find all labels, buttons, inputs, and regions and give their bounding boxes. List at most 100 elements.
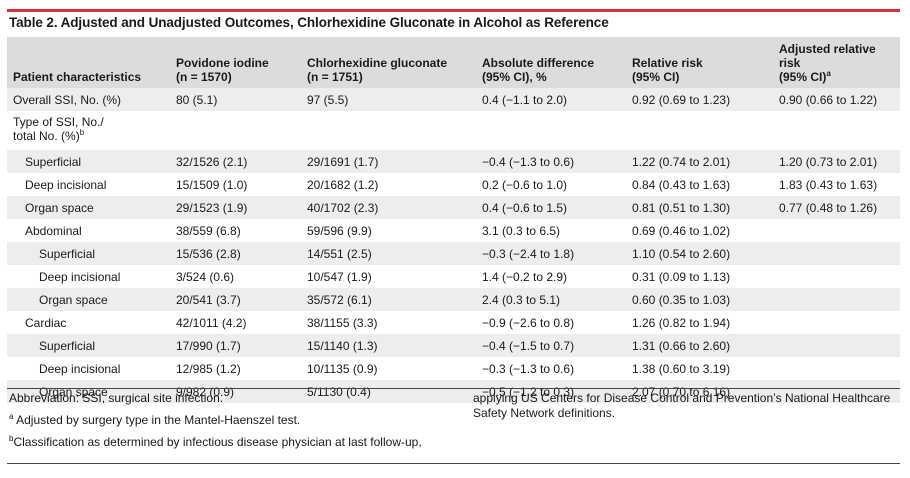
row-label: Overall SSI, No. (%)	[7, 88, 170, 111]
row-label: Organ space	[7, 288, 170, 311]
table-row: Superficial 17/990 (1.7) 15/1140 (1.3) −0.4…	[7, 334, 900, 357]
table-bottom-rule	[7, 388, 900, 389]
cell-absdiff: −0.4 (−1.5 to 0.7)	[482, 338, 575, 353]
row-label-text-line2: total No. (%)	[13, 129, 80, 143]
row-label: Superficial	[7, 334, 170, 357]
table-row: Deep incisional 3/524 (0.6) 10/547 (1.9) 1.…	[7, 265, 900, 288]
cell-arr: 1.83 (0.43 to 1.63)	[779, 177, 878, 192]
cell-arr	[773, 219, 900, 242]
cell-chlorhexidine: 97 (5.5)	[307, 92, 349, 107]
footnote-a-marker: a	[9, 412, 14, 421]
row-label-text: Deep incisional	[25, 177, 107, 192]
cell-povidone: 17/990 (1.7)	[176, 338, 241, 353]
column-header-line2: (95% CI)	[632, 70, 680, 84]
cell-rr: 1.38 (0.60 to 3.19)	[632, 361, 731, 376]
column-header-line1: Relative risk	[632, 56, 703, 70]
cell-absdiff: 0.4 (−1.1 to 2.0)	[482, 92, 568, 107]
cell-rr: 0.92 (0.69 to 1.23)	[632, 92, 731, 107]
column-header-line2: (95% CI), %	[482, 70, 547, 84]
table-row: Cardiac 42/1011 (4.2) 38/1155 (3.3) −0.9 (−…	[7, 311, 900, 334]
cell-povidone: 38/559 (6.8)	[176, 223, 241, 238]
cell-absdiff: 1.4 (−0.2 to 2.9)	[482, 269, 568, 284]
table-row: Type of SSI, No./total No. (%)b	[7, 111, 900, 150]
cell-arr	[773, 111, 900, 150]
cell-arr	[773, 311, 900, 334]
cell-absdiff: 0.2 (−0.6 to 1.0)	[482, 177, 568, 192]
cell-povidone: 15/536 (2.8)	[176, 246, 241, 261]
footnote-a: a Adjusted by surgery type in the Mantel…	[9, 413, 300, 428]
row-label: Organ space	[7, 196, 170, 219]
column-header: Absolute difference (95% CI), %	[476, 37, 626, 88]
cell-chlorhexidine: 35/572 (6.1)	[307, 292, 372, 307]
row-label: Type of SSI, No./total No. (%)b	[7, 111, 170, 150]
footnote-a-text: Adjusted by surgery type in the Mantel-H…	[16, 413, 301, 427]
table-header: Patient characteristics Povidone iodine (n…	[7, 37, 900, 88]
cell-absdiff: 0.4 (−0.6 to 1.5)	[482, 200, 568, 215]
cell-chlorhexidine: 29/1691 (1.7)	[307, 154, 379, 169]
cell-rr: 0.31 (0.09 to 1.13)	[632, 269, 731, 284]
cell-arr: 0.77 (0.48 to 1.26)	[779, 200, 878, 215]
cell-absdiff: −0.9 (−2.6 to 0.8)	[482, 315, 575, 330]
cell-arr	[773, 334, 900, 357]
footnote-bottom-rule	[7, 463, 900, 464]
row-label-text: Superficial	[25, 154, 82, 169]
cell-absdiff: −0.3 (−1.3 to 0.6)	[482, 361, 575, 376]
footnote-b-continued-line1: applying US Centers for Disease Control …	[473, 391, 891, 405]
cell-arr	[773, 357, 900, 380]
footnote-b-continued-line2: Safety Network definitions.	[473, 406, 616, 420]
row-label: Deep incisional	[7, 173, 170, 196]
cell-povidone: 32/1526 (2.1)	[176, 154, 248, 169]
cell-arr: 1.20 (0.73 to 2.01)	[779, 154, 878, 169]
cell-rr: 1.22 (0.74 to 2.01)	[632, 154, 731, 169]
cell-povidone: 3/524 (0.6)	[176, 269, 235, 284]
row-label-text: Deep incisional	[39, 361, 121, 376]
table-row: Overall SSI, No. (%) 80 (5.1) 97 (5.5) 0.4 …	[7, 88, 900, 111]
cell-rr	[626, 111, 773, 150]
row-label-text: Overall SSI, No. (%)	[13, 92, 122, 107]
cell-chlorhexidine	[301, 111, 476, 150]
footnote-b: bClassification as determined by infecti…	[9, 435, 422, 450]
cell-chlorhexidine: 40/1702 (2.3)	[307, 200, 379, 215]
footnote-b-marker: b	[9, 434, 14, 443]
cell-rr: 1.31 (0.66 to 2.60)	[632, 338, 731, 353]
cell-povidone: 29/1523 (1.9)	[176, 200, 248, 215]
cell-absdiff: −0.3 (−2.4 to 1.8)	[482, 246, 575, 261]
cell-absdiff	[476, 111, 626, 150]
cell-arr	[773, 288, 900, 311]
column-header-line1: Povidone iodine	[176, 56, 269, 70]
column-header: Relative risk (95% CI)	[626, 37, 773, 88]
column-header: Adjusted relative risk (95% CI)a	[773, 37, 900, 88]
cell-rr: 1.26 (0.82 to 1.94)	[632, 315, 731, 330]
row-label: Abdominal	[7, 219, 170, 242]
cell-povidone: 80 (5.1)	[176, 92, 218, 107]
cell-chlorhexidine: 20/1682 (1.2)	[307, 177, 379, 192]
row-label: Superficial	[7, 242, 170, 265]
column-header-line1: Adjusted relative risk	[779, 42, 876, 70]
table-row: Organ space 20/541 (3.7) 35/572 (6.1) 2.4 (…	[7, 288, 900, 311]
row-label-text: Organ space	[25, 200, 94, 215]
row-label-text: Abdominal	[25, 223, 82, 238]
cell-arr	[773, 265, 900, 288]
column-header-line2: (95% CI)	[779, 70, 827, 84]
cell-chlorhexidine: 38/1155 (3.3)	[307, 315, 378, 330]
table-row: Organ space 29/1523 (1.9) 40/1702 (2.3) 0.4…	[7, 196, 900, 219]
row-label-text: Cardiac	[25, 315, 67, 330]
outcomes-table-container: Patient characteristics Povidone iodine (n…	[7, 37, 900, 403]
row-label-footnote-marker: b	[79, 128, 85, 137]
row-label: Deep incisional	[7, 265, 170, 288]
table-row: Superficial 15/536 (2.8) 14/551 (2.5) −0.3 …	[7, 242, 900, 265]
cell-absdiff: 3.1 (0.3 to 6.5)	[482, 223, 561, 238]
top-accent-rule	[7, 9, 900, 12]
row-label: Deep incisional	[7, 357, 170, 380]
footnote-b-text: Classification as determined by infectio…	[13, 435, 422, 449]
row-label-text: Organ space	[39, 292, 108, 307]
cell-povidone: 12/985 (1.2)	[176, 361, 241, 376]
cell-povidone	[170, 111, 301, 150]
cell-chlorhexidine: 59/596 (9.9)	[307, 223, 372, 238]
cell-absdiff: −0.4 (−1.3 to 0.6)	[482, 154, 575, 169]
outcomes-table: Patient characteristics Povidone iodine (n…	[7, 37, 900, 403]
column-header: Patient characteristics	[7, 37, 170, 88]
cell-chlorhexidine: 10/547 (1.9)	[307, 269, 372, 284]
cell-rr: 0.60 (0.35 to 1.03)	[632, 292, 731, 307]
